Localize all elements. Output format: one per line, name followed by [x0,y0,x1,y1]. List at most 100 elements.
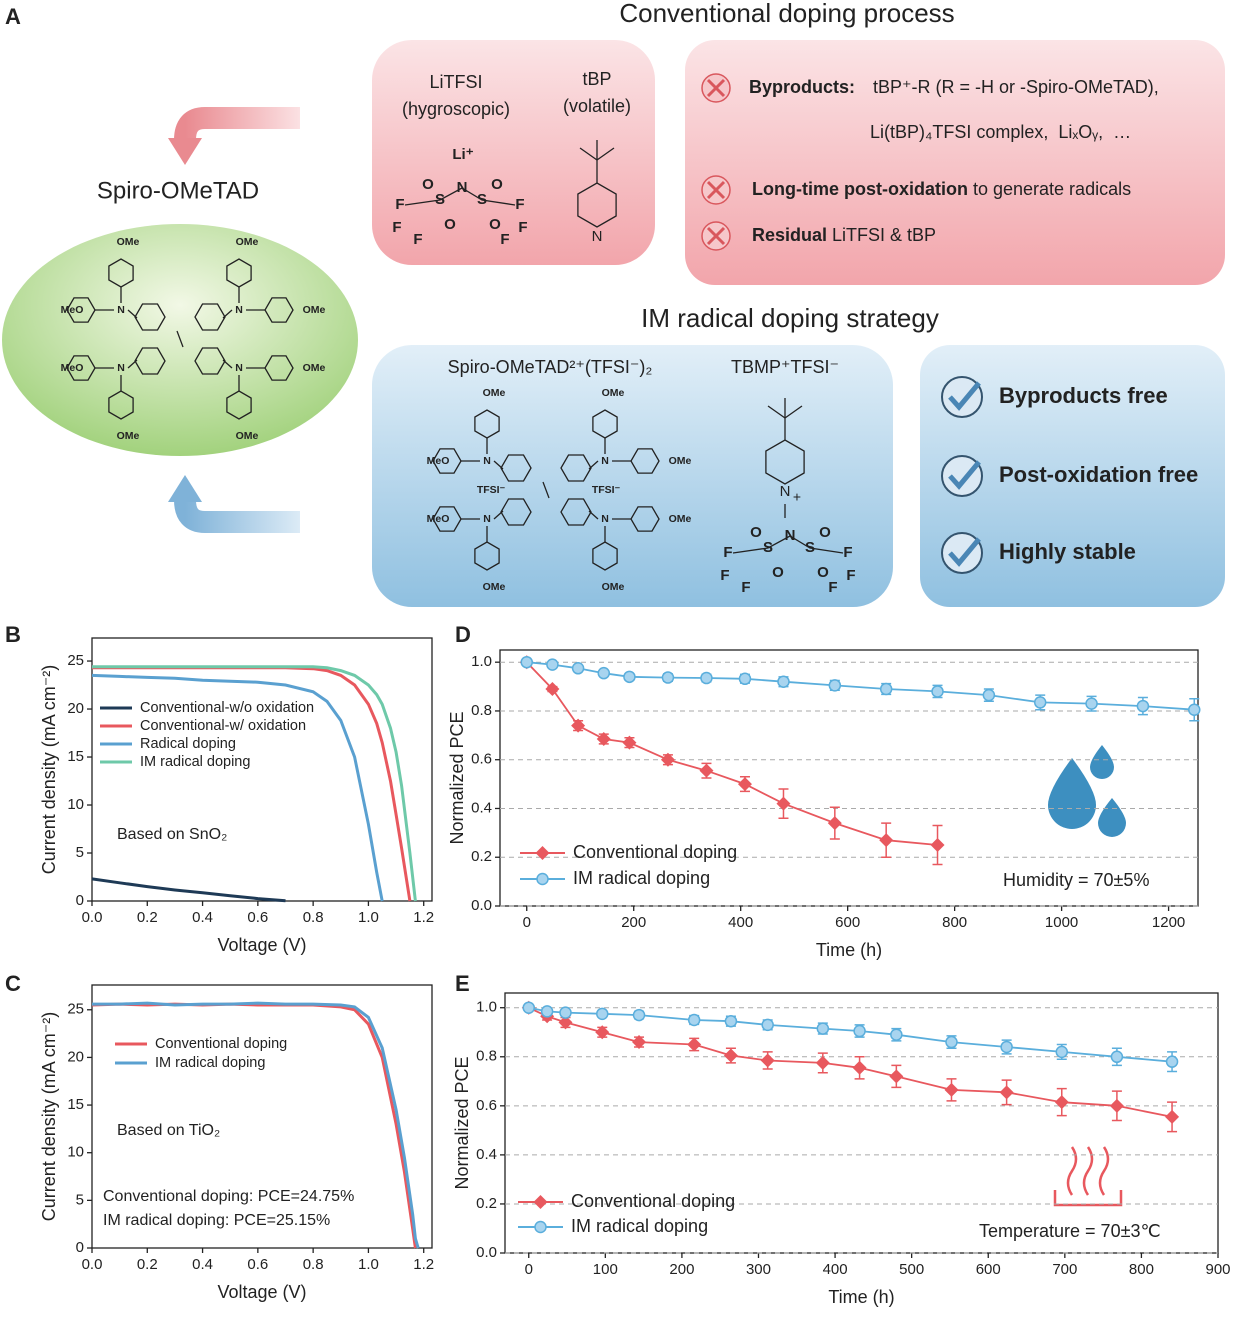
check-icon [948,381,981,411]
x-tick-label: 700 [1052,1261,1077,1278]
data-point [687,1013,701,1027]
bond [579,147,598,161]
data-point [596,1007,609,1021]
x-axis-label: Voltage (V) [217,1282,306,1302]
data-point [597,666,611,680]
legend-label: IM radical doping [571,1216,708,1236]
atom-label: OMe [236,236,259,248]
box [685,40,1225,285]
annotation: Temperature = 70±3℃ [979,1221,1161,1241]
x-tick-label: 1.2 [413,1256,434,1273]
data-point [999,1085,1014,1100]
ring [474,541,500,571]
arrow-head [168,475,202,502]
check-icon [941,532,983,574]
legend-marker [534,1220,547,1234]
data-point [700,671,713,685]
x-tick-label: 0.0 [82,1256,103,1273]
data-point [661,671,675,684]
ring [66,355,96,381]
data-point [723,1048,738,1063]
plot-frame [91,984,433,1249]
benefit: Post-oxidation free [999,462,1198,487]
issue-normal: LiTFSI & tBP [827,225,936,245]
data-point [1033,696,1047,709]
x-tick-label: 100 [593,1261,618,1278]
atom-label: N [457,179,468,196]
data-point [632,1008,646,1022]
x-axis-label: Time (h) [828,1287,894,1307]
check-icon [941,376,983,418]
ring [560,454,592,482]
data-point [853,1024,866,1038]
x-tick-label: 1.0 [358,909,379,926]
bond [493,510,504,520]
atom-label: F [723,544,732,561]
series-line [528,1006,1173,1118]
molecule-name: Spiro-OMeTAD [97,177,259,204]
data-point [559,1006,572,1019]
legend-label: Conventional-w/o oxidation [140,700,314,716]
atom-label: N [483,455,491,467]
annotation: Based on TiO₂ [117,1122,220,1139]
issue-text: Long-time post-oxidation to generate rad… [752,179,1131,199]
data-point [540,1005,554,1018]
annotation: Based on SnO₂ [117,826,227,843]
data-point [879,833,894,848]
data-point [777,675,790,688]
series-line [91,673,384,902]
section-title: Conventional doping process [619,0,954,28]
legend-label: Radical doping [140,736,236,752]
y-tick-label: 0.8 [471,702,492,719]
issue-bold: Byproducts: [749,77,855,97]
ring [765,439,805,485]
atom-label: OMe [117,236,140,248]
data-point [815,1055,830,1070]
bond [542,481,550,499]
panel-label: A [5,4,21,29]
data-point [622,735,637,750]
y-tick-label: 1.0 [471,653,492,670]
data-point [546,658,559,671]
data-point [1165,1055,1179,1068]
atom-label: S [435,191,445,208]
atom-label: F [395,196,404,213]
x-tick-label: 0 [525,1261,533,1278]
x-tick-label: 0.4 [192,909,213,926]
series-line [526,661,938,846]
cross-icon [706,180,726,200]
x-tick-label: 0 [523,914,531,931]
data-point [1109,1098,1124,1113]
data-point [737,777,752,792]
y-tick-label: 0.0 [471,897,492,914]
data-point [738,672,752,686]
bond [588,510,599,520]
atom-label: F [392,219,401,236]
bond [222,359,233,369]
atom-label: N [592,228,603,245]
bond [493,460,504,470]
series-line [92,665,417,902]
x-tick-label: 0.6 [247,909,268,926]
bond [404,187,516,206]
legend-label: Conventional doping [155,1036,287,1052]
series-line [528,1006,1173,1063]
data-point [1000,1040,1013,1054]
ring [592,541,618,571]
data-point [827,816,842,831]
y-tick-label: 0.0 [476,1244,497,1261]
legend-marker [533,1195,548,1209]
x-tick-label: 1200 [1152,914,1185,931]
data-point [632,1035,647,1050]
issue-text: Byproducts: tBP⁺-R (R = -H or -Spiro-OMeT… [749,77,1159,97]
atom-label: OMe [602,387,625,399]
atom-label: MeO [427,513,450,525]
bond [767,405,786,419]
plot-frame [91,637,433,902]
data-point [879,682,893,696]
data-point [1085,697,1098,710]
atom-label: + [793,489,801,505]
data-point [1054,1095,1069,1110]
check-icon [948,537,981,567]
atom-label: O [817,564,829,581]
